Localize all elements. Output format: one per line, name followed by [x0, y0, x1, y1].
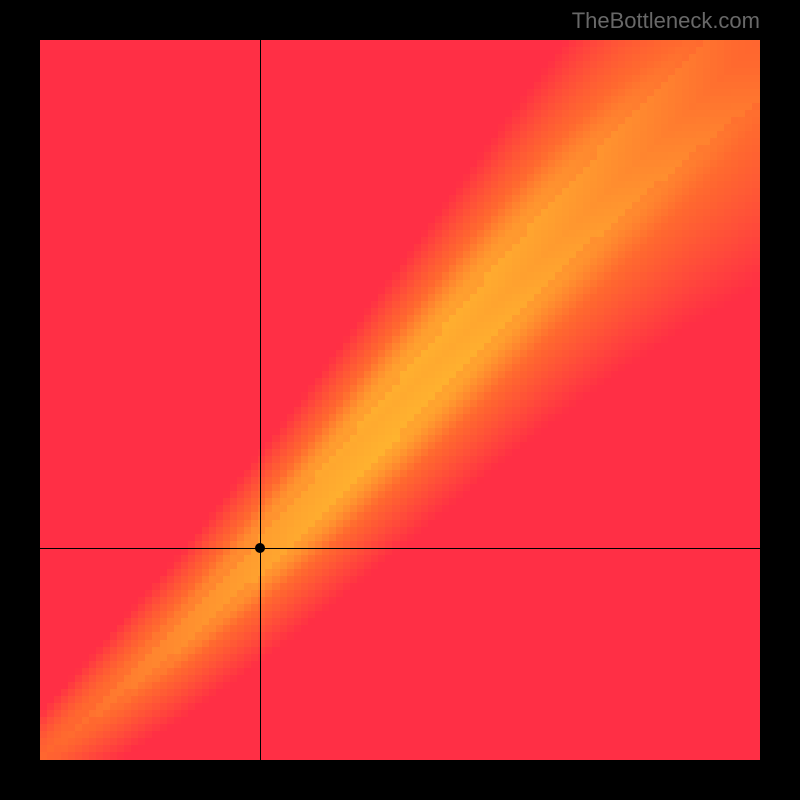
watermark-text: TheBottleneck.com	[572, 8, 760, 34]
chart-container: TheBottleneck.com	[0, 0, 800, 800]
heatmap-canvas	[40, 40, 760, 760]
crosshair-vertical	[260, 40, 261, 760]
plot-area	[40, 40, 760, 760]
crosshair-marker	[255, 543, 265, 553]
crosshair-horizontal	[40, 548, 760, 549]
